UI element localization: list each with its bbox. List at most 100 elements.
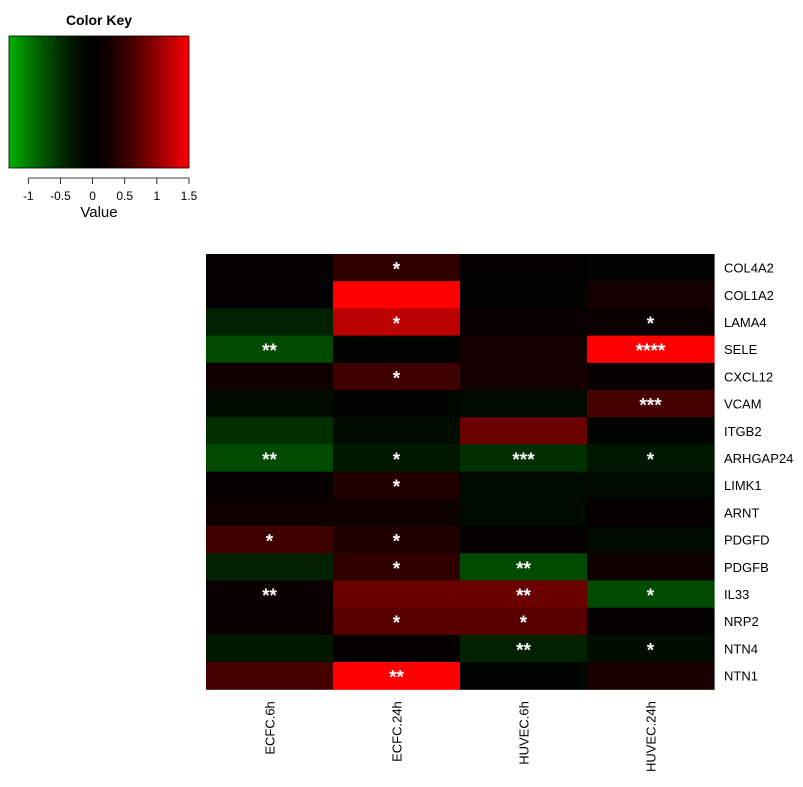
significance-star-label: *** — [512, 450, 535, 471]
column-label: HUVEC.6h — [517, 701, 532, 765]
row-label: ITGB2 — [724, 424, 762, 439]
heatmap-cell — [333, 553, 461, 581]
heatmap-cell — [460, 526, 588, 554]
significance-star-label: * — [520, 613, 528, 634]
row-label: LIMK1 — [724, 478, 762, 493]
heatmap-cell — [460, 362, 588, 391]
heatmap-cell — [206, 281, 334, 309]
heatmap-cell — [206, 580, 334, 609]
heatmap-cell — [587, 444, 715, 473]
heatmap-cell — [460, 281, 588, 309]
heatmap-cell — [206, 471, 334, 500]
heatmap-cell — [206, 335, 334, 364]
color-key-tick-label: -1 — [23, 189, 34, 203]
color-key-tick-label: 1 — [154, 189, 161, 203]
heatmap-cell — [587, 471, 715, 500]
significance-star-label: * — [266, 532, 274, 553]
row-label: PDGFD — [724, 533, 770, 548]
significance-star-label: * — [393, 368, 401, 389]
row-label: SELE — [724, 342, 758, 357]
significance-star-label: * — [647, 640, 655, 661]
heatmap-cell — [333, 390, 461, 418]
heatmap-cell — [587, 362, 715, 391]
color-key-gradient-bar — [8, 35, 190, 169]
row-label: NTN1 — [724, 669, 758, 684]
heatmap-cell — [333, 254, 461, 282]
heatmap-cell — [206, 553, 334, 581]
color-key-title: Color Key — [66, 12, 132, 28]
row-label: PDGFB — [724, 560, 769, 575]
heatmap-cell — [460, 607, 588, 636]
color-key-tick-label: -0.5 — [50, 189, 71, 203]
color-key-xlabel: Value — [80, 204, 117, 221]
significance-star-label: * — [393, 613, 401, 634]
heatmap-cell — [460, 553, 588, 581]
significance-star-label: ** — [516, 640, 531, 661]
heatmap-cell — [460, 390, 588, 418]
color-key-tick-label: 1.5 — [181, 189, 198, 203]
row-label: COL1A2 — [724, 288, 774, 303]
heatmap-cell — [206, 390, 334, 418]
heatmap-cell — [333, 444, 461, 473]
heatmap-cell — [587, 634, 715, 663]
heatmap: ** *** ********** * *** *** ** **** ** ** *** *** C… — [206, 254, 793, 772]
significance-star-label: ** — [389, 668, 404, 689]
heatmap-cell — [333, 471, 461, 500]
heatmap-cell — [333, 362, 461, 391]
heatmap-cell — [460, 498, 588, 527]
significance-star-label: * — [647, 450, 655, 471]
significance-star-label: ** — [262, 341, 277, 362]
heatmap-cell — [333, 607, 461, 636]
heatmap-cell — [460, 444, 588, 473]
heatmap-cell — [587, 254, 715, 282]
heatmap-cell — [333, 526, 461, 554]
significance-star-label: *** — [639, 396, 662, 417]
heatmap-cells — [206, 254, 715, 690]
heatmap-cell — [333, 662, 461, 690]
heatmap-cell — [587, 580, 715, 609]
significance-star-label: * — [647, 314, 655, 335]
color-key-tick-label: 0.5 — [116, 189, 133, 203]
heatmap-cell — [206, 417, 334, 445]
heatmap-cell — [587, 526, 715, 554]
heatmap-cell — [206, 634, 334, 663]
row-label: ARNT — [724, 505, 759, 520]
heatmap-cell — [587, 553, 715, 581]
row-label: VCAM — [724, 397, 762, 412]
row-label: ARHGAP24 — [724, 451, 793, 466]
column-labels: ECFC.6h ECFC.24h HUVEC.6h HUVEC.24h — [263, 701, 659, 772]
row-label: LAMA4 — [724, 315, 767, 330]
heatmap-cell — [206, 362, 334, 391]
significance-stars: ** *** ********** * *** *** ** **** ** ** *** *** — [262, 260, 666, 689]
significance-star-label: * — [393, 314, 401, 335]
significance-star-label: * — [393, 477, 401, 498]
significance-star-label: ** — [516, 586, 531, 607]
heatmap-cell — [333, 498, 461, 527]
heatmap-cell — [460, 662, 588, 690]
column-label: ECFC.24h — [390, 701, 405, 762]
heatmap-cell — [587, 390, 715, 418]
significance-star-label: **** — [636, 341, 666, 362]
heatmap-cell — [333, 417, 461, 445]
heatmap-cell — [460, 580, 588, 609]
heatmap-cell — [333, 308, 461, 337]
color-key-tick-label: 0 — [89, 189, 96, 203]
heatmap-cell — [333, 634, 461, 663]
significance-star-label: ** — [262, 586, 277, 607]
heatmap-cell — [460, 335, 588, 364]
heatmap-cell — [460, 634, 588, 663]
heatmap-cell — [587, 308, 715, 337]
row-label: NRP2 — [724, 614, 759, 629]
heatmap-cell — [587, 498, 715, 527]
color-key-axis: -1 -0.5 0 0.5 1 1.5 — [23, 177, 198, 203]
heatmap-cell — [587, 607, 715, 636]
heatmap-cell — [587, 335, 715, 364]
row-label: NTN4 — [724, 641, 758, 656]
heatmap-cell — [206, 607, 334, 636]
column-label: HUVEC.24h — [644, 701, 659, 772]
heatmap-cell — [460, 471, 588, 500]
heatmap-cell — [333, 281, 461, 309]
heatmap-cell — [460, 254, 588, 282]
column-label: ECFC.6h — [263, 701, 278, 754]
heatmap-cell — [587, 417, 715, 445]
